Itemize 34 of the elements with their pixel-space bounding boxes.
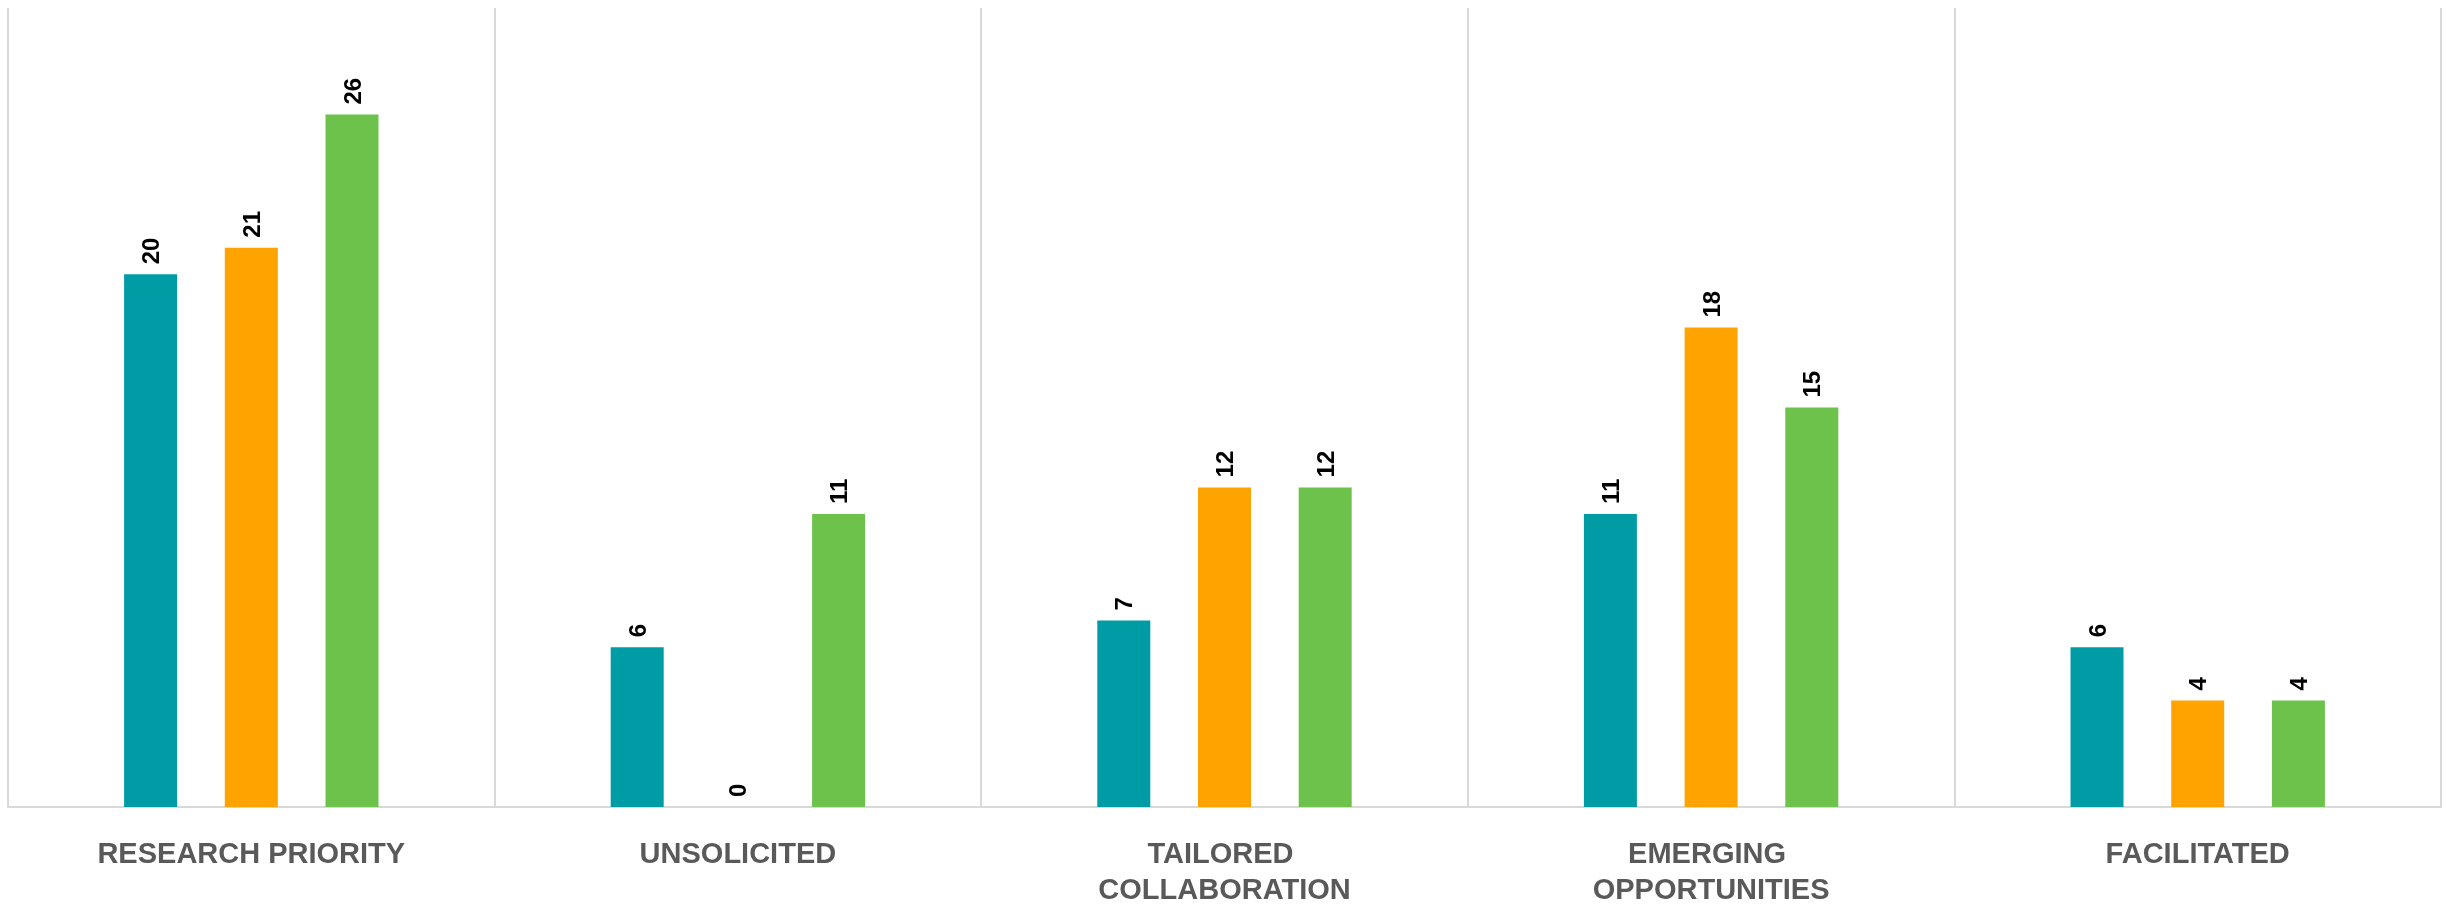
bar	[2271, 700, 2325, 807]
bar	[1684, 327, 1738, 807]
data-label: 4	[2284, 676, 2312, 691]
data-label: 0	[724, 783, 752, 797]
data-label: 11	[825, 478, 853, 505]
x-tick-label: TAILORED COLLABORATION	[1098, 837, 1351, 905]
data-label: 21	[237, 211, 265, 238]
bar	[1198, 487, 1251, 807]
bar	[1097, 620, 1151, 807]
data-label: 6	[623, 623, 651, 638]
bar	[2171, 700, 2225, 807]
bar	[325, 114, 379, 807]
x-tick-label: FACILITATED	[2105, 837, 2290, 869]
bar	[812, 514, 866, 807]
bar	[224, 247, 278, 807]
data-label: 12	[1311, 450, 1339, 478]
data-label: 18	[1697, 290, 1725, 318]
data-label: 12	[1211, 450, 1238, 478]
data-label: 15	[1798, 370, 1826, 398]
data-label: 6	[2083, 623, 2111, 638]
data-label: 7	[1110, 597, 1138, 611]
data-label: 26	[338, 77, 366, 105]
x-tick-label: RESEARCH PRIORITY	[97, 837, 406, 869]
bar	[610, 647, 664, 807]
bar	[124, 274, 178, 807]
x-tick-label: EMERGING OPPORTUNITIES	[1592, 837, 1830, 905]
data-label: 20	[137, 237, 165, 265]
x-tick-label: UNSOLICITED	[639, 837, 837, 869]
data-label: 11	[1596, 478, 1624, 505]
bar	[1298, 487, 1352, 807]
data-label: 4	[2184, 676, 2212, 691]
bar	[1583, 514, 1637, 807]
bar	[2070, 647, 2124, 807]
bar	[1785, 407, 1839, 807]
